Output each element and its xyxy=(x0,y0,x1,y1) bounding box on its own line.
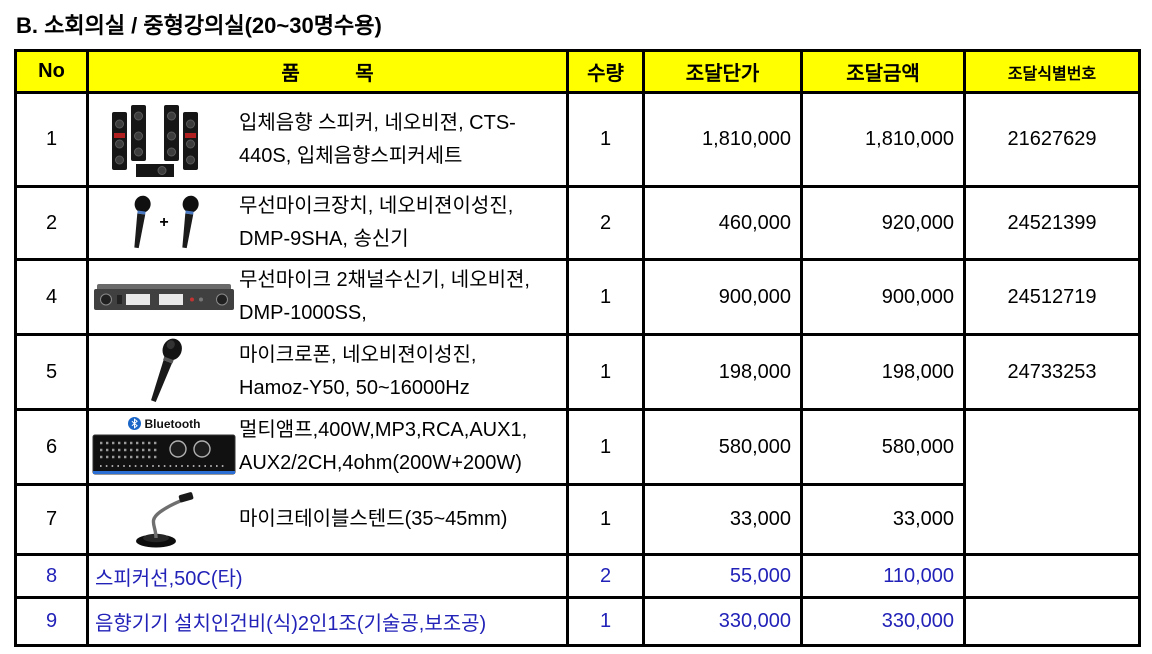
stereo-speaker-set-photo-icon xyxy=(89,100,239,180)
no-cell: 4 xyxy=(14,258,89,336)
qty-cell: 1 xyxy=(566,596,645,647)
item-description: 멀티앰프,400W,MP3,RCA,AUX1, AUX2/2CH,4ohm(20… xyxy=(239,419,528,474)
qty-cell: 2 xyxy=(566,553,645,599)
no-cell: 2 xyxy=(14,185,89,261)
item-description: 무선마이크 2채널수신기, 네오비젼, DMP-1000SS, xyxy=(239,269,530,324)
item-cell: 스피커선,50C(타) xyxy=(86,553,569,599)
amount-cell: 900,000 xyxy=(800,258,966,336)
no-cell: 6 xyxy=(14,408,89,486)
item-cell: Bluetooth xyxy=(86,408,569,486)
amount-cell: 330,000 xyxy=(800,596,966,647)
qty-cell: 1 xyxy=(566,483,645,556)
bluetooth-label: Bluetooth xyxy=(144,416,201,431)
header-amount: 조달금액 xyxy=(800,49,966,94)
id-number-cell: 24733253 xyxy=(963,333,1141,411)
unit-price-cell: 460,000 xyxy=(642,185,803,261)
table-row: 6 Bluetooth xyxy=(14,408,1141,556)
header-no: No xyxy=(14,49,89,94)
bluetooth-icon xyxy=(127,417,141,430)
no-cell: 9 xyxy=(14,596,89,647)
table-row: 9 음향기기 설치인건비(식)2인1조(기술공,보조공) 1 330,000 3… xyxy=(14,596,1141,647)
handheld-microphone-photo-icon xyxy=(89,337,239,407)
unit-price-cell: 55,000 xyxy=(642,553,803,599)
id-number-cell xyxy=(963,553,1141,599)
header-row: No 품 목 수량 조달단가 조달금액 조달식별번호 xyxy=(14,49,1141,94)
wireless-microphone-pair-photo-icon: + xyxy=(89,195,239,251)
plus-separator: + xyxy=(159,214,169,231)
item-cell: 무선마이크 2채널수신기, 네오비젼, DMP-1000SS, xyxy=(86,258,569,336)
item-description: 마이크로폰, 네오비젼이성진, Hamoz-Y50, 50~16000Hz xyxy=(239,344,477,399)
table-row: 5 xyxy=(14,333,1141,411)
id-number-cell-merged xyxy=(963,408,1141,556)
qty-cell: 1 xyxy=(566,333,645,411)
unit-price-cell: 198,000 xyxy=(642,333,803,411)
item-cell: 마이크로폰, 네오비젼이성진, Hamoz-Y50, 50~16000Hz xyxy=(86,333,569,411)
page-title: B. 소회의실 / 중형강의실(20~30명수용) xyxy=(16,13,382,38)
amount-cell: 580,000 xyxy=(800,408,966,486)
id-number-cell xyxy=(963,596,1141,647)
item-description: 무선마이크장치, 네오비젼이성진, DMP-9SHA, 송신기 xyxy=(239,195,514,250)
table-row: 4 xyxy=(14,258,1141,336)
qty-cell: 1 xyxy=(566,258,645,336)
amount-cell: 110,000 xyxy=(800,553,966,599)
unit-price-cell: 33,000 xyxy=(642,483,803,556)
header-item: 품 목 xyxy=(86,49,569,94)
table-row: 7 마이크테이블스텐드(35~45mm) xyxy=(14,483,1140,556)
item-cell: 입체음향 스피커, 네오비젼, CTS- 440S, 입체음향스피커세트 xyxy=(86,91,569,188)
id-number-cell: 24512719 xyxy=(963,258,1141,336)
two-channel-receiver-photo-icon xyxy=(89,280,239,314)
no-cell: 5 xyxy=(14,333,89,411)
id-number-cell: 24521399 xyxy=(963,185,1141,261)
table-row: 8 스피커선,50C(타) 2 55,000 110,000 xyxy=(14,553,1141,599)
unit-price-cell: 580,000 xyxy=(642,408,803,486)
item-cell: 마이크테이블스텐드(35~45mm) xyxy=(86,483,569,556)
qty-cell: 2 xyxy=(566,185,645,261)
header-qty: 수량 xyxy=(566,49,645,94)
amount-cell: 920,000 xyxy=(800,185,966,261)
item-description: 입체음향 스피커, 네오비젼, CTS- 440S, 입체음향스피커세트 xyxy=(239,111,516,167)
amount-cell: 1,810,000 xyxy=(800,91,966,188)
multi-amplifier-photo-icon: Bluetooth xyxy=(89,417,239,478)
item-cell: + 무선마이크장치, 네오비젼이성진, DMP-9 xyxy=(86,185,569,261)
table-row: 1 xyxy=(14,91,1141,188)
unit-price-cell: 1,810,000 xyxy=(642,91,803,188)
header-unit-price: 조달단가 xyxy=(642,49,803,94)
unit-price-cell: 330,000 xyxy=(642,596,803,647)
item-cell: 음향기기 설치인건비(식)2인1조(기술공,보조공) xyxy=(86,596,569,647)
unit-price-cell: 900,000 xyxy=(642,258,803,336)
qty-cell: 1 xyxy=(566,91,645,188)
table-row: 2 xyxy=(14,185,1141,261)
procurement-table: No 품 목 수량 조달단가 조달금액 조달식별번호 1 xyxy=(14,49,1141,647)
qty-cell: 1 xyxy=(566,408,645,486)
no-cell: 8 xyxy=(14,553,89,599)
amount-cell: 33,000 xyxy=(800,483,966,556)
id-number-cell: 21627629 xyxy=(963,91,1141,188)
no-cell: 7 xyxy=(14,483,89,556)
no-cell: 1 xyxy=(14,91,89,188)
gooseneck-table-stand-photo-icon xyxy=(89,491,239,549)
header-id-number: 조달식별번호 xyxy=(963,49,1141,94)
amount-cell: 198,000 xyxy=(800,333,966,411)
item-description: 마이크테이블스텐드(35~45mm) xyxy=(239,508,508,530)
